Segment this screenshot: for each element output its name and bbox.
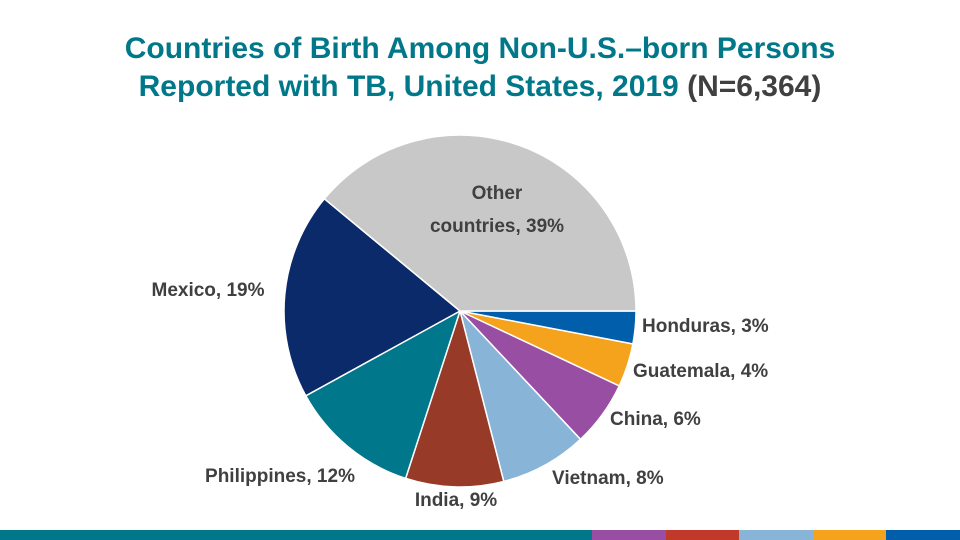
chart-title: Countries of Birth Among Non-U.S.–born P… [0,30,960,106]
label-other-line-2: countries, 39% [430,216,564,237]
slice-vietnam [459,310,582,483]
footer-segment [592,530,666,540]
footer-segment [739,530,813,540]
label-philippines: Philippines, 12% [205,466,355,487]
label-india: India, 9% [415,490,497,511]
footer-segment [666,530,739,540]
title-line-2: Reported with TB, United States, 2019 (N… [0,68,960,106]
label-guatemala: Guatemala, 4% [633,361,768,382]
footer-segment [813,530,886,540]
label-other-line-1: Other [472,183,523,204]
slice-india [404,308,505,488]
footer-color-bar [0,530,960,540]
title-line-1: Countries of Birth Among Non-U.S.–born P… [124,32,836,65]
label-mexico: Mexico, 19% [152,280,265,301]
pie-slices [283,134,637,488]
title-line-2-text: Reported with TB, United States, 2019 [138,70,679,103]
title-n-label: (N=6,364) [687,70,822,103]
footer-segment [0,530,592,540]
slice-other-countries [323,134,637,312]
label-honduras: Honduras, 3% [642,316,769,337]
slice-philippines [304,309,462,480]
slice-mexico [283,197,462,397]
label-china: China, 6% [610,409,701,430]
label-vietnam: Vietnam, 8% [552,468,664,489]
footer-segment [886,530,960,540]
